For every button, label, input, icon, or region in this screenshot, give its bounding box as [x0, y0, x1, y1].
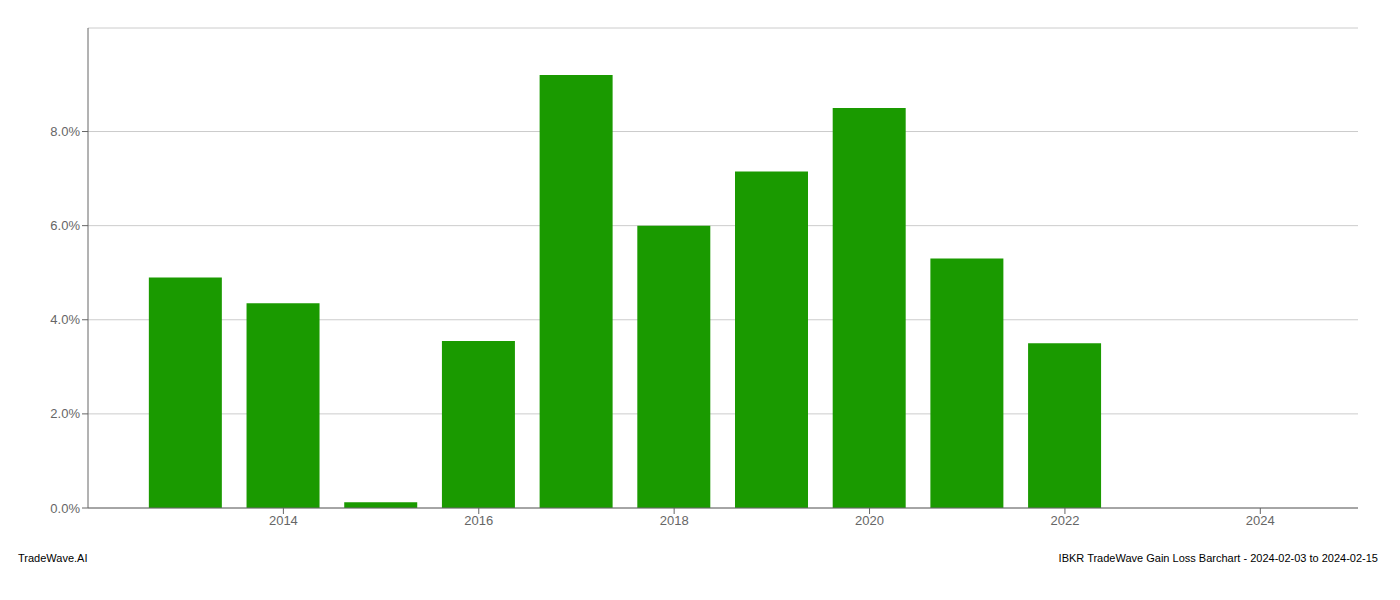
- svg-text:0.0%: 0.0%: [50, 501, 80, 516]
- svg-text:2.0%: 2.0%: [50, 406, 80, 421]
- svg-text:2018: 2018: [660, 513, 689, 528]
- svg-text:2016: 2016: [464, 513, 493, 528]
- svg-text:2022: 2022: [1050, 513, 1079, 528]
- svg-text:2014: 2014: [269, 513, 298, 528]
- svg-text:8.0%: 8.0%: [50, 124, 80, 139]
- svg-text:6.0%: 6.0%: [50, 218, 80, 233]
- html-text:IBKR TradeWave Gain Loss Barch: IBKR TradeWave Gain Loss Barchart - 2024…: [1058, 552, 1378, 564]
- html-text:TradeWave.AI: TradeWave.AI: [18, 552, 88, 564]
- svg-text:4.0%: 4.0%: [50, 312, 80, 327]
- svg-text:2020: 2020: [855, 513, 884, 528]
- svg-text:2024: 2024: [1246, 513, 1275, 528]
